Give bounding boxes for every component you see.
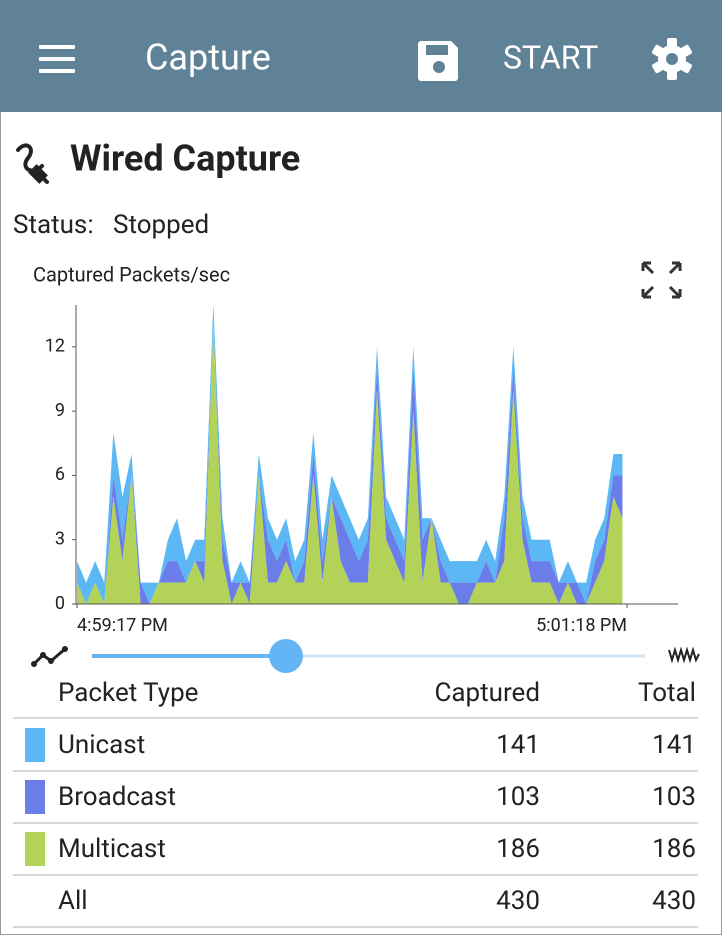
area — [77, 325, 623, 604]
area — [77, 304, 623, 604]
count: 186 — [496, 834, 540, 864]
count: 186 — [652, 834, 696, 864]
count: 141 — [496, 730, 540, 760]
packet-type: Broadcast — [58, 782, 176, 812]
settings-button[interactable] — [651, 38, 692, 80]
packet-type: Unicast — [58, 730, 145, 760]
count: 141 — [652, 730, 696, 760]
y-tick-label: 0 — [55, 593, 65, 614]
legend-swatch — [25, 728, 45, 762]
column-header: Total — [638, 678, 696, 708]
packet-type: All — [58, 886, 88, 916]
count: 430 — [652, 886, 696, 916]
legend-swatch — [25, 832, 45, 866]
plot: 0 3 6 9 12 4:59:17 PM 5:01:18 PM — [45, 304, 628, 636]
column-header: Packet Type — [58, 678, 198, 708]
count: 103 — [652, 782, 696, 812]
y-tick-label: 3 — [55, 528, 65, 549]
wired-icon — [16, 143, 49, 184]
y-tick-label: 9 — [55, 400, 65, 421]
x-tick-label: 5:01:18 PM — [536, 615, 627, 636]
count: 430 — [496, 886, 540, 916]
save-button[interactable] — [418, 41, 458, 81]
area — [77, 325, 623, 604]
count: 103 — [496, 782, 540, 812]
section-title: Wired Capture — [70, 138, 300, 180]
status-value: Stopped — [113, 210, 209, 240]
zoom-slider[interactable] — [31, 639, 700, 673]
legend-swatch — [25, 780, 45, 814]
x-tick-label: 4:59:17 PM — [77, 615, 168, 636]
chart-title: Captured Packets/sec — [33, 262, 230, 286]
menu-button[interactable] — [39, 45, 75, 73]
app-title: Capture — [145, 37, 271, 79]
start-button[interactable]: START — [503, 38, 598, 76]
app-bar — [0, 0, 722, 112]
y-tick-label: 12 — [45, 336, 65, 357]
y-tick-label: 6 — [55, 464, 65, 485]
status-label: Status: — [13, 210, 94, 240]
expand-button[interactable] — [641, 261, 682, 299]
column-header: Captured — [434, 678, 540, 708]
table: Packet Type Captured Total Unicast 141 141 Bro… — [13, 678, 698, 928]
packet-type: Multicast — [58, 834, 166, 864]
